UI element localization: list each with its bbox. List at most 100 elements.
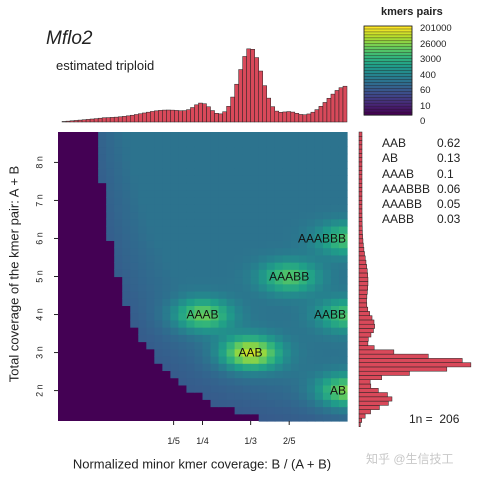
heatmap-cell: [170, 269, 180, 278]
heatmap-cell: [282, 377, 292, 386]
heatmap-cell: [242, 305, 252, 314]
heatmap-cell: [250, 269, 260, 278]
colorbar: [363, 25, 413, 116]
heatmap-cell: [322, 168, 332, 176]
heatmap-cell: [242, 204, 252, 213]
right-histogram-bar: [358, 140, 363, 146]
heatmap-cell: [202, 334, 212, 343]
heatmap-cell: [186, 197, 196, 205]
heatmap-cell: [298, 240, 308, 249]
heatmap-cell: [322, 146, 332, 155]
heatmap-cell: [242, 247, 252, 256]
heatmap-cell: [314, 197, 324, 205]
heatmap-cell: [282, 204, 292, 213]
heatmap-cell: [106, 204, 115, 213]
heatmap-cell: [266, 182, 276, 191]
heatmap-cell: [138, 276, 147, 285]
heatmap-cell: [338, 218, 348, 227]
heatmap-cell: [210, 298, 220, 306]
heatmap-cell: [274, 153, 284, 162]
heatmap-cell: [250, 132, 260, 140]
heatmap-cell: [298, 392, 308, 400]
heatmap-cell: [258, 254, 268, 263]
heatmap-cell: [186, 233, 196, 241]
heatmap-cell: [330, 254, 340, 263]
top-histogram-bar: [326, 97, 332, 123]
heatmap-cell: [234, 139, 244, 148]
heatmap-cell: [242, 269, 252, 278]
heatmap-cell: [306, 399, 316, 408]
heatmap-cell: [290, 305, 300, 314]
heatmap-cell: [338, 240, 348, 249]
chart-title: Mflo2: [46, 28, 93, 49]
heatmap-cell: [322, 276, 332, 285]
heatmap-cell: [146, 283, 155, 292]
heatmap-cell: [274, 406, 284, 415]
heatmap-cell: [250, 247, 260, 256]
heatmap-cell: [322, 182, 332, 191]
heatmap-cell: [186, 189, 196, 198]
heatmap-cell: [274, 348, 284, 357]
heatmap-cell: [258, 153, 268, 162]
heatmap-cell: [234, 341, 244, 350]
ploidy-genotype: AAAB: [382, 166, 415, 181]
heatmap-cell: [250, 363, 260, 372]
heatmap-cell: [306, 247, 316, 256]
heatmap-cell: [170, 175, 180, 184]
heatmap-cell: [202, 269, 212, 278]
heatmap-cell: [290, 218, 300, 227]
heatmap-cell: [226, 370, 236, 379]
heatmap-cell: [234, 384, 244, 393]
right-histogram-bar: [358, 191, 363, 197]
heatmap-cell: [186, 355, 196, 364]
heatmap-cell: [226, 399, 236, 408]
ploidy-row: AAB 0.62: [382, 136, 460, 151]
heatmap-cell: [154, 175, 163, 184]
right-histogram-bar: [358, 366, 448, 372]
heatmap-cell: [226, 197, 236, 205]
heatmap-cell: [266, 160, 276, 169]
heatmap-cell: [250, 168, 260, 176]
heatmap-cell: [162, 139, 171, 148]
heatmap-cell: [194, 240, 204, 249]
top-histogram-bar: [214, 113, 219, 123]
heatmap-cell: [322, 399, 332, 408]
heatmap-cell: [210, 319, 220, 328]
heatmap-cell: [114, 225, 123, 234]
heatmap-cell: [98, 132, 107, 140]
heatmap-cell: [242, 160, 252, 169]
top-histogram-bar: [81, 119, 87, 123]
heatmap-cell: [322, 290, 332, 299]
heatmap-cell: [298, 139, 308, 148]
heatmap-cell: [266, 334, 276, 343]
heatmap-cell: [274, 269, 284, 278]
heatmap-cell: [130, 218, 139, 227]
heatmap-cell: [282, 146, 292, 155]
heatmap-cell: [194, 355, 204, 364]
heatmap-cell: [306, 254, 316, 263]
heatmap-cell: [298, 283, 308, 292]
heatmap-cell: [98, 139, 107, 148]
heatmap-cell: [234, 283, 244, 292]
ploidy-row: AABB 0.03: [382, 212, 460, 227]
heatmap-cell: [154, 247, 163, 256]
heatmap-cell: [146, 175, 155, 184]
heatmap-cell: [330, 204, 340, 213]
heatmap-cell: [250, 392, 260, 400]
heatmap-cell: [258, 189, 268, 198]
heatmap-cell: [154, 189, 163, 198]
heatmap-cell: [250, 225, 260, 234]
heatmap-cell: [250, 290, 260, 299]
ploidy-value: 0.1: [437, 166, 454, 181]
heatmap-cell: [298, 384, 308, 393]
heatmap-cell: [202, 132, 212, 140]
heatmap-cell: [258, 312, 268, 321]
heatmap-cell: [290, 355, 300, 364]
heatmap-cell: [114, 247, 123, 256]
heatmap-cell: [194, 377, 204, 386]
heatmap-cell: [314, 240, 324, 249]
heatmap-cell: [138, 225, 147, 234]
heatmap-cell: [226, 355, 236, 364]
ploidy-value: 0.03: [437, 212, 461, 227]
heatmap-cell: [226, 168, 236, 176]
